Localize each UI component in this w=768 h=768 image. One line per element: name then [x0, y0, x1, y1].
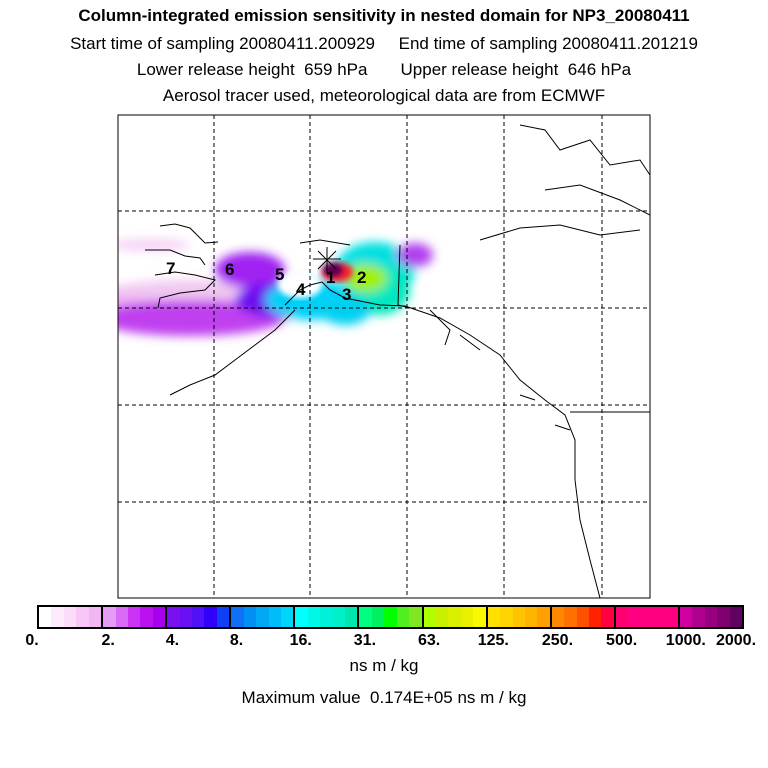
colorbar-swatch	[679, 607, 693, 627]
sensitivity-plume	[118, 239, 433, 336]
colorbar-label: 0.	[25, 632, 39, 649]
colorbar-swatch	[359, 607, 372, 627]
marker-4: 4	[296, 280, 306, 299]
colorbar-swatch	[473, 607, 486, 627]
colorbar-swatch	[653, 607, 666, 627]
colorbar-swatch	[231, 607, 244, 627]
coastlines	[145, 124, 650, 598]
colorbar-segment	[295, 607, 360, 627]
colorbar-swatch	[435, 607, 449, 627]
colorbar-swatch	[140, 607, 153, 627]
colorbar-swatch	[88, 607, 102, 627]
colorbar-label: 16.	[289, 632, 312, 649]
colorbar-swatch	[601, 607, 614, 627]
colorbar-swatch	[448, 607, 461, 627]
colorbar-segment	[487, 607, 552, 627]
colorbar-segment	[231, 607, 296, 627]
marker-1: 1	[326, 268, 335, 287]
colorbar-swatch	[167, 607, 180, 627]
colorbar-swatch	[192, 607, 205, 627]
colorbar-label: 2.	[101, 632, 115, 649]
colorbar-label: 2000.	[715, 632, 757, 649]
colorbar-label: 63.	[417, 632, 441, 649]
colorbar-swatch	[320, 607, 333, 627]
colorbar-segment	[39, 607, 104, 627]
colorbar-label: 8.	[229, 632, 244, 649]
colorbar-swatch	[216, 607, 230, 627]
colorbar-swatch	[127, 607, 141, 627]
marker-2: 2	[357, 268, 366, 287]
colorbar-swatch	[564, 607, 577, 627]
maximum-value: Maximum value 0.174E+05 ns m / kg	[241, 688, 527, 707]
colorbar-swatch	[640, 607, 654, 627]
colorbar-swatch	[628, 607, 641, 627]
colorbar-segment	[359, 607, 424, 627]
colorbar-swatch	[500, 607, 513, 627]
colorbar	[37, 605, 744, 629]
colorbar-swatch	[423, 607, 436, 627]
colorbar-swatch	[551, 607, 565, 627]
colorbar-swatch	[204, 607, 217, 627]
colorbar-swatch	[524, 607, 538, 627]
colorbar-label: 4.	[165, 632, 180, 649]
colorbar-segment	[167, 607, 232, 627]
colorbar-segment	[551, 607, 616, 627]
colorbar-units: ns m / kg	[349, 656, 419, 675]
colorbar-segment	[423, 607, 488, 627]
plot-title: Column-integrated emission sensitivity i…	[78, 6, 690, 25]
colorbar-swatch	[63, 607, 77, 627]
sampling-time-line: Start time of sampling 20080411.200929 E…	[70, 34, 698, 53]
colorbar-swatch	[243, 607, 257, 627]
colorbar-label: 250.	[541, 632, 574, 649]
colorbar-swatch	[371, 607, 385, 627]
colorbar-swatch	[51, 607, 64, 627]
colorbar-swatch	[704, 607, 718, 627]
marker-7: 7	[166, 259, 175, 278]
colorbar-segment	[679, 607, 743, 627]
colorbar-swatch	[115, 607, 128, 627]
tracer-info-line: Aerosol tracer used, meteorological data…	[162, 86, 606, 105]
colorbar-swatch	[179, 607, 193, 627]
release-height-line: Lower release height 659 hPa Upper relea…	[136, 60, 632, 79]
graticule	[118, 115, 650, 598]
colorbar-segment	[615, 607, 680, 627]
colorbar-swatch	[512, 607, 525, 627]
colorbar-swatch	[396, 607, 410, 627]
colorbar-label: 31.	[353, 632, 377, 649]
colorbar-swatch	[268, 607, 281, 627]
colorbar-swatch	[295, 607, 308, 627]
colorbar-swatch	[307, 607, 321, 627]
colorbar-swatch	[729, 607, 743, 627]
asterisk-icon	[313, 247, 341, 273]
colorbar-swatch	[76, 607, 89, 627]
colorbar-swatch	[537, 607, 550, 627]
colorbar-swatch	[280, 607, 294, 627]
colorbar-label: 125.	[477, 632, 509, 649]
colorbar-swatch	[409, 607, 422, 627]
colorbar-segment	[103, 607, 168, 627]
colorbar-swatch	[576, 607, 590, 627]
colorbar-swatch	[487, 607, 501, 627]
marker-6: 6	[225, 260, 234, 279]
colorbar-swatch	[256, 607, 269, 627]
marker-3: 3	[342, 285, 351, 304]
colorbar-swatch	[615, 607, 629, 627]
map-frame	[117, 114, 651, 599]
colorbar-swatch	[345, 607, 358, 627]
colorbar-swatch	[332, 607, 346, 627]
colorbar-swatch	[717, 607, 730, 627]
marker-5: 5	[275, 265, 284, 284]
colorbar-swatch	[384, 607, 397, 627]
colorbar-swatch	[460, 607, 474, 627]
colorbar-swatch	[589, 607, 602, 627]
colorbar-swatch	[665, 607, 678, 627]
colorbar-swatch	[152, 607, 166, 627]
colorbar-swatch	[103, 607, 116, 627]
colorbar-label: 500.	[606, 632, 638, 649]
colorbar-label: 1000.	[665, 632, 706, 649]
colorbar-swatch	[39, 607, 52, 627]
colorbar-swatch	[692, 607, 705, 627]
